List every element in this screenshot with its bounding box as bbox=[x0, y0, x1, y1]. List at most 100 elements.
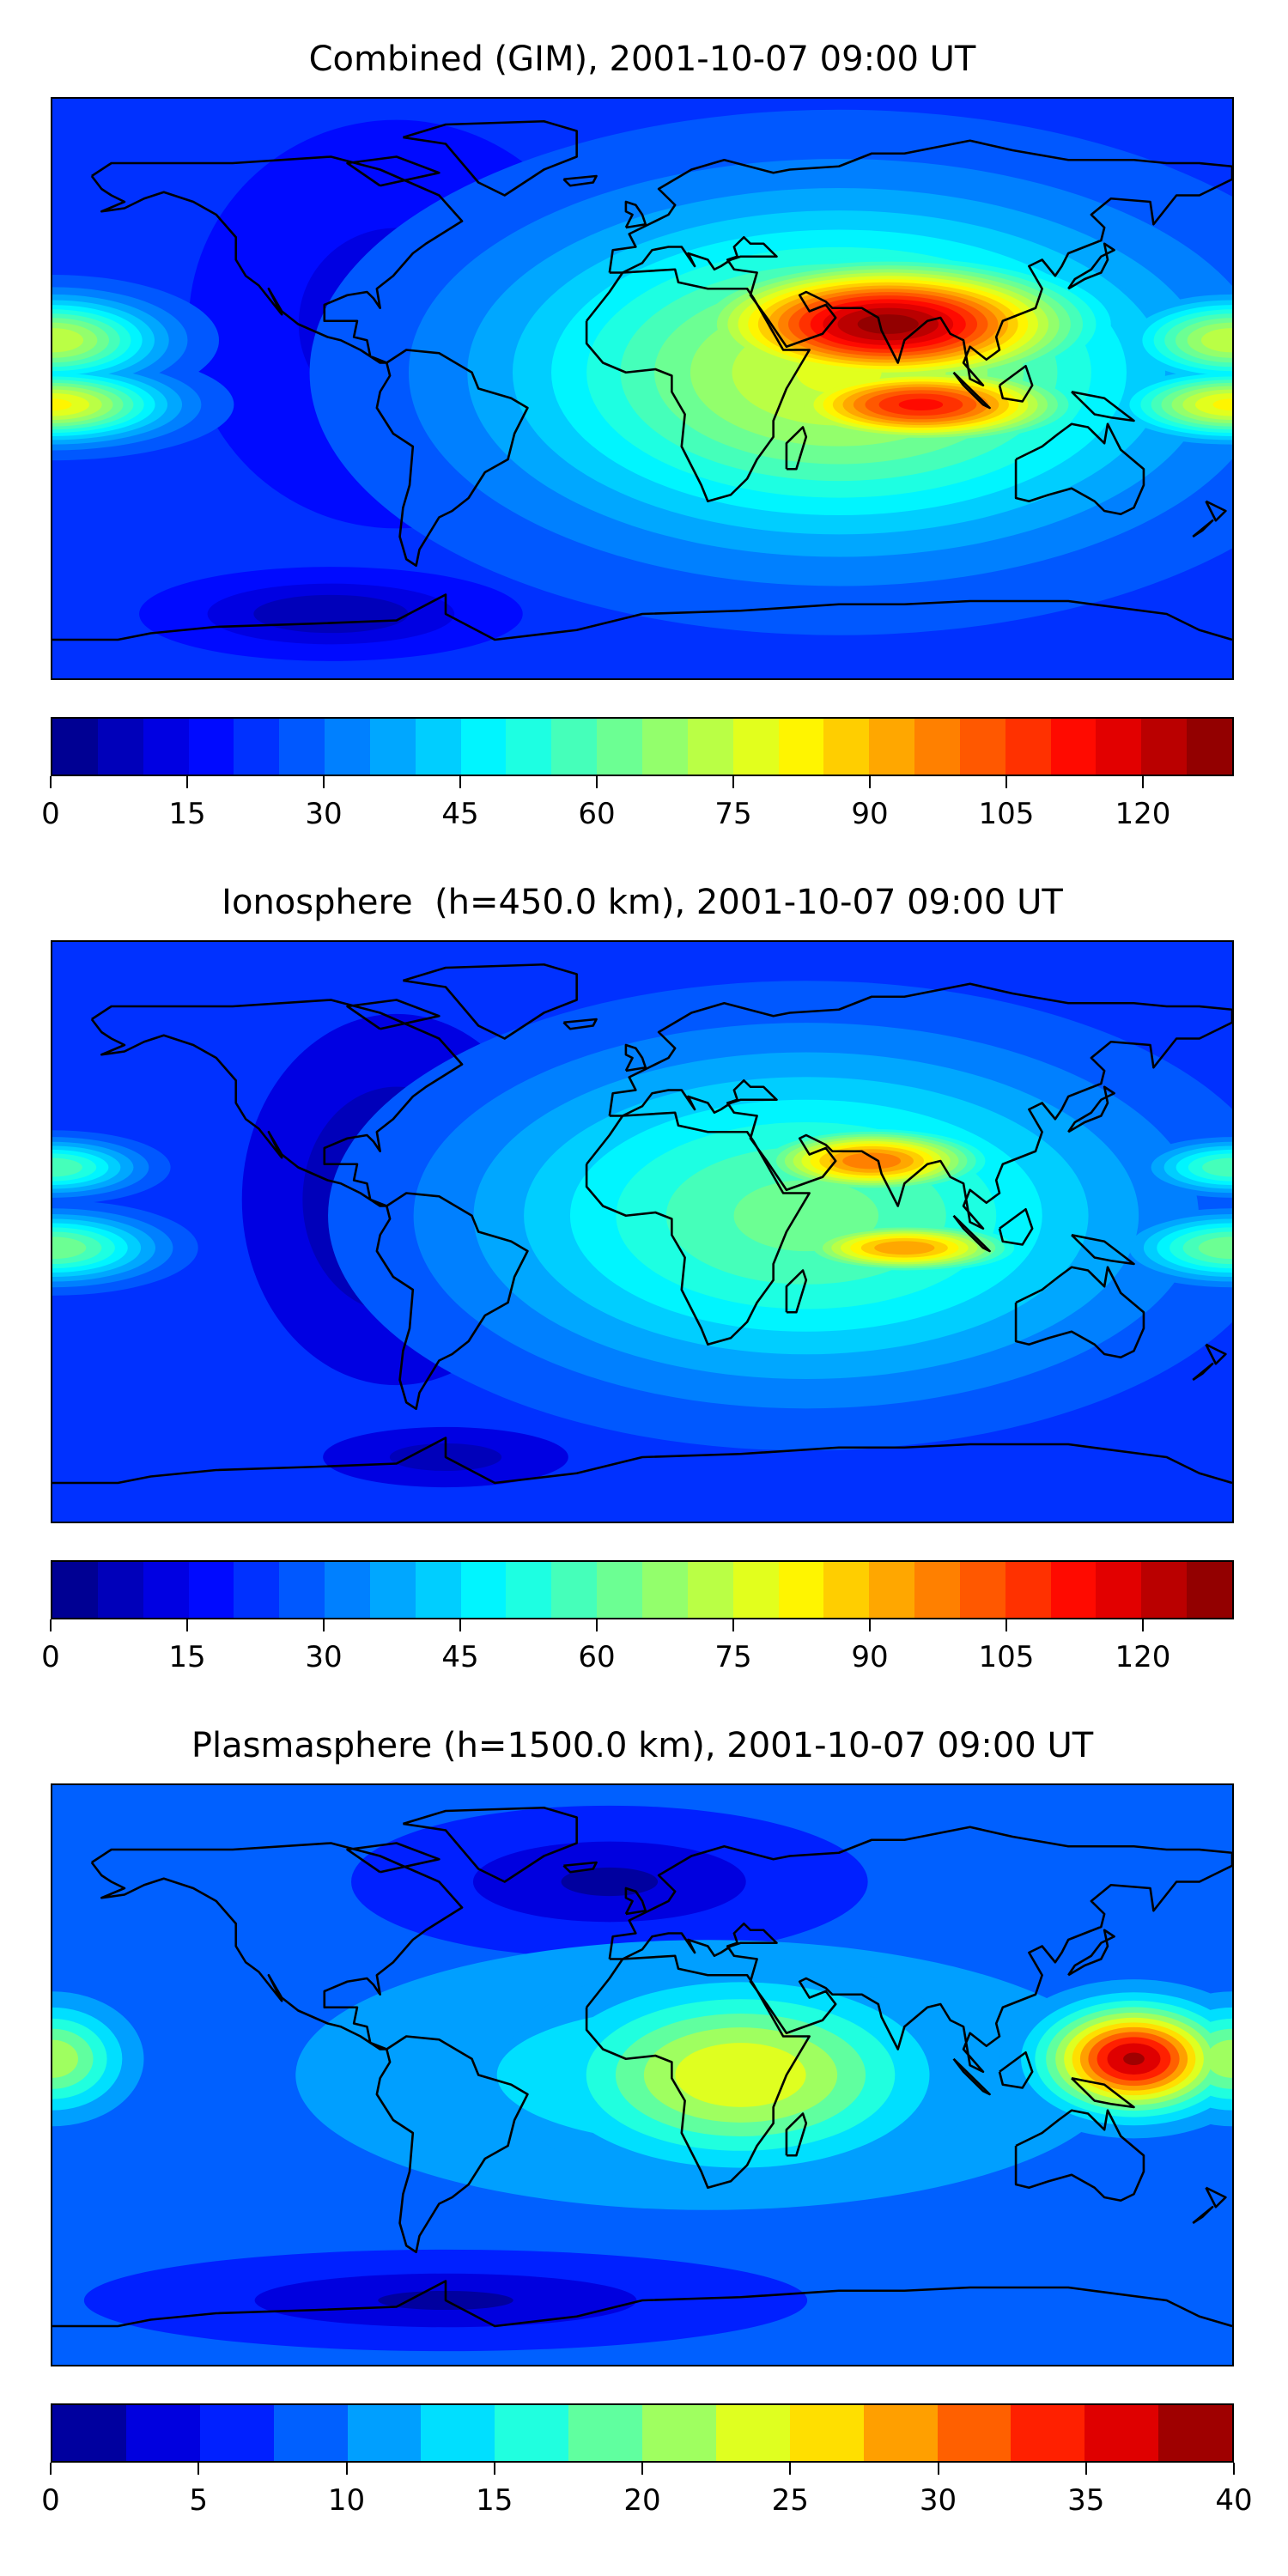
colorbar-bin bbox=[1096, 719, 1142, 775]
colorbar-bin bbox=[369, 1562, 416, 1618]
colorbar-bin bbox=[597, 719, 642, 775]
contour-band bbox=[1198, 1236, 1232, 1260]
colorbar-tick bbox=[1233, 2463, 1235, 2475]
coastline bbox=[377, 350, 528, 566]
coastline bbox=[92, 1844, 462, 2050]
coastline bbox=[563, 1019, 596, 1029]
colorbar-bin bbox=[415, 719, 461, 775]
colorbar-bin bbox=[715, 2405, 790, 2461]
colorbar-bin bbox=[789, 2405, 864, 2461]
coastline bbox=[348, 1000, 440, 1030]
colorbar-bin bbox=[1005, 1562, 1051, 1618]
coastline bbox=[610, 984, 1232, 1229]
coastline bbox=[348, 157, 440, 186]
coastline bbox=[999, 366, 1032, 401]
coastline bbox=[954, 1216, 990, 1251]
coastline bbox=[403, 1807, 576, 1881]
coastline bbox=[999, 1209, 1032, 1244]
contour-band bbox=[52, 1157, 82, 1177]
colorbar-tick bbox=[868, 1619, 871, 1631]
coastline bbox=[1016, 424, 1144, 514]
colorbar-bin bbox=[1187, 1562, 1232, 1618]
coastline bbox=[586, 270, 810, 501]
coastline bbox=[1068, 1087, 1114, 1133]
colorbar-tick bbox=[937, 2463, 939, 2475]
colorbar-bin bbox=[273, 2405, 348, 2461]
coastline bbox=[626, 1045, 646, 1071]
colorbar-bin bbox=[687, 1562, 733, 1618]
colorbar-tick-label: 15 bbox=[168, 797, 206, 831]
coastline bbox=[787, 428, 806, 470]
coastline bbox=[787, 2114, 806, 2156]
colorbar-tick-label: 105 bbox=[978, 1640, 1035, 1674]
coastline bbox=[52, 2281, 1232, 2327]
coastline bbox=[377, 1194, 528, 1409]
colorbar-tick-label: 15 bbox=[476, 2483, 513, 2518]
colorbar-bin bbox=[1050, 719, 1097, 775]
coastline bbox=[1206, 1345, 1225, 1364]
colorbar-bin bbox=[495, 2405, 569, 2461]
coastline bbox=[1193, 520, 1212, 537]
colorbar-bin bbox=[188, 719, 234, 775]
colorbar-bin bbox=[551, 719, 598, 775]
colorbar bbox=[51, 1560, 1234, 1619]
colorbar-tick-label: 5 bbox=[189, 2483, 209, 2518]
contour-band bbox=[1212, 398, 1232, 411]
colorbar-tick-label: 75 bbox=[714, 1640, 752, 1674]
colorbar-bin bbox=[937, 2405, 1012, 2461]
colorbar bbox=[51, 717, 1234, 776]
colorbar-bin bbox=[1005, 719, 1051, 775]
contour-band bbox=[52, 1236, 87, 1260]
coastline bbox=[1068, 1930, 1114, 1976]
contour-band bbox=[874, 1241, 935, 1255]
colorbar-tick bbox=[50, 2463, 52, 2475]
map-svg bbox=[52, 942, 1232, 1522]
colorbar-tick bbox=[789, 2463, 792, 2475]
colorbar-tick-label: 75 bbox=[714, 797, 752, 831]
colorbar-tick-label: 45 bbox=[441, 797, 479, 831]
colorbar-bin bbox=[869, 719, 915, 775]
colorbar-bin bbox=[52, 2405, 126, 2461]
coastline bbox=[586, 1956, 810, 2188]
colorbar-tick-label: 60 bbox=[578, 797, 616, 831]
colorbar-bin bbox=[778, 719, 824, 775]
colorbar-tick-label: 45 bbox=[441, 1640, 479, 1674]
coastline bbox=[1016, 1267, 1144, 1358]
colorbar-tick bbox=[868, 776, 871, 788]
colorbar-tick-label: 60 bbox=[578, 1640, 616, 1674]
contour-band bbox=[561, 1867, 659, 1897]
colorbar-bin bbox=[347, 2405, 422, 2461]
colorbar-bin bbox=[97, 719, 143, 775]
colorbar-tick-label: 120 bbox=[1115, 797, 1171, 831]
colorbar-tick-label: 90 bbox=[851, 1640, 889, 1674]
colorbar-bin bbox=[506, 1562, 552, 1618]
plot-title: Combined (GIM), 2001-10-07 09:00 UT bbox=[308, 39, 976, 79]
colorbar-bin bbox=[914, 1562, 960, 1618]
coastline bbox=[586, 1113, 810, 1345]
colorbar-bin bbox=[97, 1562, 143, 1618]
colorbar-bin bbox=[325, 719, 370, 775]
colorbar-bin bbox=[52, 1562, 98, 1618]
colorbar-bin bbox=[325, 1562, 370, 1618]
colorbar-bin bbox=[732, 1562, 779, 1618]
contour-band bbox=[898, 398, 944, 410]
colorbar-tick-label: 90 bbox=[851, 797, 889, 831]
coastline bbox=[610, 141, 1232, 386]
colorbar-bin bbox=[568, 2405, 642, 2461]
colorbar-bin bbox=[641, 719, 688, 775]
plot-title: Ionosphere (h=450.0 km), 2001-10-07 09:0… bbox=[222, 883, 1063, 922]
colorbar-tick-label: 30 bbox=[919, 2483, 957, 2518]
colorbar-tick bbox=[732, 776, 734, 788]
map-plot bbox=[51, 97, 1234, 680]
colorbar-bin bbox=[642, 2405, 716, 2461]
colorbar-tick bbox=[323, 776, 325, 788]
colorbar-axis: 0 15 30 45 60 75 90 105 120 bbox=[41, 1619, 1234, 1680]
colorbar-tick bbox=[1142, 1619, 1144, 1631]
contour-band bbox=[1206, 2039, 1232, 2078]
colorbar-bin bbox=[199, 2405, 274, 2461]
colorbar-bin bbox=[823, 1562, 870, 1618]
colorbar-tick-label: 15 bbox=[168, 1640, 206, 1674]
colorbar-tick bbox=[345, 2463, 348, 2475]
coastline bbox=[787, 1271, 806, 1313]
coastline bbox=[1072, 2078, 1134, 2107]
